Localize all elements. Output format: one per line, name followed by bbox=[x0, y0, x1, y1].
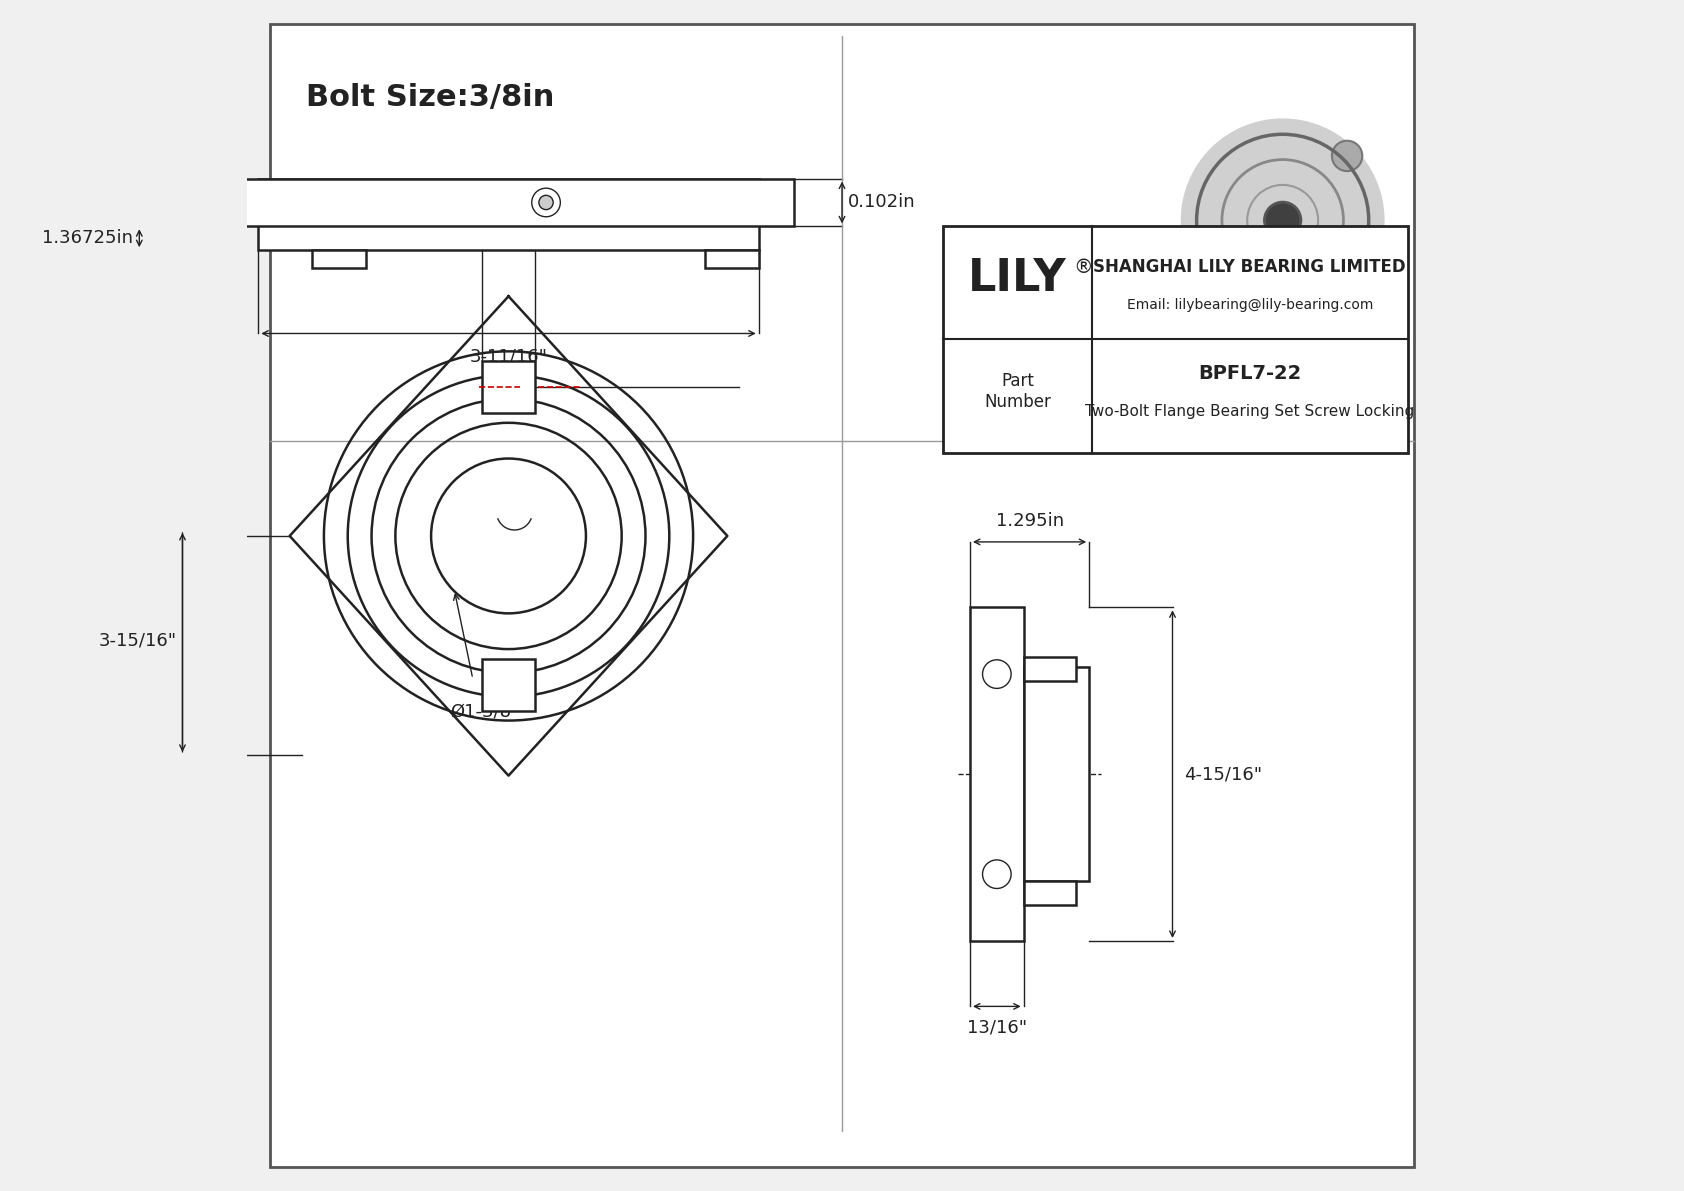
Circle shape bbox=[539, 195, 552, 210]
Text: 13/16": 13/16" bbox=[967, 1018, 1027, 1036]
Text: BPFL7-22: BPFL7-22 bbox=[1199, 364, 1302, 382]
Text: Ø1-3/8": Ø1-3/8" bbox=[450, 703, 519, 721]
Text: ®: ® bbox=[1073, 257, 1093, 276]
FancyBboxPatch shape bbox=[482, 659, 536, 711]
Bar bbox=[222, 179, 795, 226]
Text: SHANGHAI LILY BEARING LIMITED: SHANGHAI LILY BEARING LIMITED bbox=[1093, 258, 1406, 276]
Text: 3-11/16": 3-11/16" bbox=[470, 348, 547, 366]
Text: 4-15/16": 4-15/16" bbox=[1184, 765, 1263, 784]
Bar bbox=[1024, 657, 1076, 681]
Text: Two-Bolt Flange Bearing Set Screw Locking: Two-Bolt Flange Bearing Set Screw Lockin… bbox=[1084, 405, 1415, 419]
FancyBboxPatch shape bbox=[482, 361, 536, 413]
Text: Part
Number: Part Number bbox=[983, 372, 1051, 411]
Text: Bolt Size:3/8in: Bolt Size:3/8in bbox=[306, 83, 554, 112]
Bar bbox=[706, 250, 758, 268]
Bar bbox=[943, 226, 1408, 453]
Circle shape bbox=[1182, 119, 1384, 322]
Bar bbox=[970, 607, 1024, 941]
Bar bbox=[1024, 881, 1076, 905]
Text: 0.102in: 0.102in bbox=[849, 193, 916, 212]
Bar bbox=[312, 250, 365, 268]
Circle shape bbox=[1265, 202, 1302, 238]
Text: Email: lilybearing@lily-bearing.com: Email: lilybearing@lily-bearing.com bbox=[1127, 299, 1372, 312]
Text: 13/32": 13/32" bbox=[574, 213, 635, 231]
Text: 3-15/16": 3-15/16" bbox=[98, 631, 177, 649]
Text: 1.295in: 1.295in bbox=[995, 512, 1064, 530]
Bar bbox=[258, 179, 758, 250]
Text: 1.36725in: 1.36725in bbox=[42, 229, 133, 248]
Text: LILY: LILY bbox=[968, 257, 1068, 300]
Bar bbox=[1024, 667, 1090, 881]
Circle shape bbox=[1332, 141, 1362, 172]
Circle shape bbox=[1202, 269, 1233, 300]
